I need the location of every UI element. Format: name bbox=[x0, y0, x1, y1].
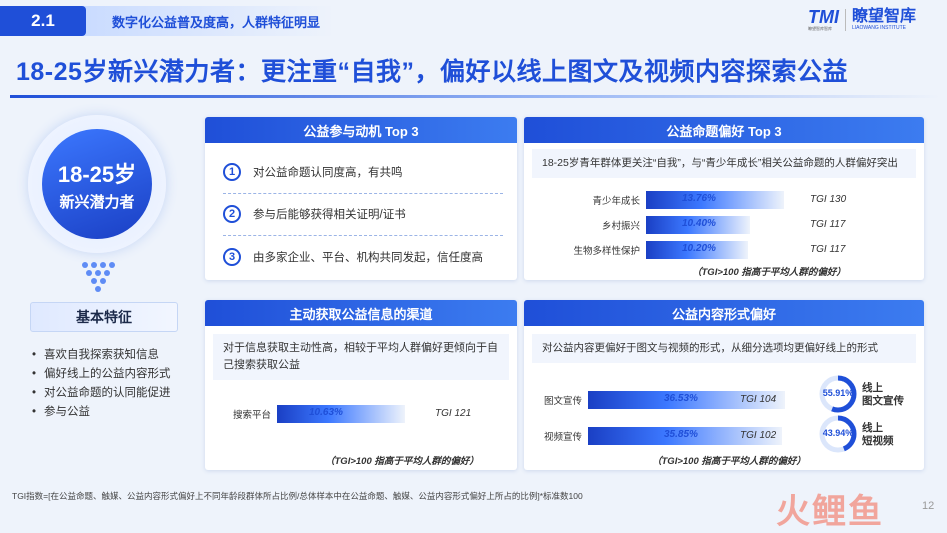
bar-row: 视频宣传 35.85% bbox=[532, 427, 782, 445]
donut-label-2: 图文宣传 bbox=[862, 395, 904, 407]
bar: 10.20% bbox=[646, 241, 748, 259]
donut-label: 线上 图文宣传 bbox=[862, 382, 904, 408]
logo-divider bbox=[845, 9, 846, 31]
title-underline bbox=[10, 95, 940, 98]
footnote: TGI指数=[在公益命题、触媒、公益内容形式偏好上不同年龄段群体所占比例/总体样… bbox=[12, 491, 583, 501]
bar-value: 36.53% bbox=[664, 393, 698, 404]
bar-value: 10.40% bbox=[682, 218, 716, 229]
donut-label: 线上 短视频 bbox=[862, 422, 894, 448]
divider bbox=[223, 193, 503, 194]
persona-label: 新兴潜力者 bbox=[59, 193, 135, 211]
topic-pref-panel: 公益命题偏好 Top 3 18-25岁青年群体更关注“自我”，与“青少年成长”相… bbox=[524, 117, 924, 280]
number-icon: 2 bbox=[223, 205, 241, 223]
bar-value: 10.20% bbox=[682, 243, 716, 254]
tgi-value: TGI 117 bbox=[810, 244, 846, 255]
donut-value: 55.91% bbox=[822, 388, 854, 398]
channel-title: 主动获取公益信息的渠道 bbox=[205, 300, 517, 326]
page-number: 12 bbox=[922, 500, 935, 512]
bar-value: 35.85% bbox=[664, 429, 698, 440]
list-item: 参与公益 bbox=[30, 403, 190, 422]
motive-item-2: 2 参与后能够获得相关证明/证书 bbox=[223, 205, 406, 223]
tgi-note: （TGI>100 指高于平均人群的偏好） bbox=[652, 456, 806, 467]
motives-title: 公益参与动机 Top 3 bbox=[205, 117, 517, 143]
tgi-value: TGI 117 bbox=[810, 219, 846, 230]
logo-mark: TMI bbox=[808, 7, 839, 27]
section-title: 数字化公益普及度高，人群特征明显 bbox=[112, 14, 321, 30]
tgi-value: TGI 121 bbox=[435, 408, 472, 419]
bar: 10.40% bbox=[646, 216, 750, 234]
basic-features-title: 基本特征 bbox=[30, 302, 178, 332]
bar-label: 青少年成长 bbox=[592, 196, 640, 207]
tgi-note: （TGI>100 指高于平均人群的偏好） bbox=[325, 456, 479, 467]
watermark-logo: 火鲤鱼 bbox=[776, 493, 884, 531]
dots-decoration bbox=[80, 262, 116, 294]
motive-item-1: 1 对公益命题认同度高，有共鸣 bbox=[223, 163, 403, 181]
topic-pref-note: 18-25岁青年群体更关注“自我”，与“青少年成长”相关公益命题的人群偏好突出 bbox=[532, 149, 916, 178]
persona-circle: 18-25岁 新兴潜力者 bbox=[42, 129, 152, 239]
number-icon: 3 bbox=[223, 248, 241, 266]
donut-label-2: 短视频 bbox=[862, 435, 894, 447]
bar-row: 图文宣传 36.53% bbox=[532, 391, 786, 409]
logo-name: 瞭望智库 bbox=[852, 8, 917, 25]
bar-row: 乡村振兴 10.40% bbox=[544, 216, 750, 234]
motive-text: 对公益命题认同度高，有共鸣 bbox=[253, 167, 403, 179]
motive-text: 参与后能够获得相关证明/证书 bbox=[253, 209, 406, 221]
list-item: 对公益命题的认同能促进 bbox=[30, 384, 190, 403]
bar: 35.85% bbox=[588, 427, 782, 445]
bar-label: 搜索平台 bbox=[232, 410, 271, 421]
content-form-note: 对公益内容更偏好于图文与视频的形式，从细分选项均更偏好线上的形式 bbox=[532, 334, 916, 363]
logo-sub: 瞭望智库智库 bbox=[808, 26, 832, 31]
section-title-bar: 数字化公益普及度高，人群特征明显 bbox=[80, 6, 335, 36]
donut-chart: 43.94% bbox=[818, 414, 858, 454]
motive-item-3: 3 由多家企业、平台、机构共同发起，信任度高 bbox=[223, 248, 483, 266]
donut-chart: 55.91% bbox=[818, 374, 858, 414]
bar-label: 图文宣传 bbox=[543, 396, 582, 407]
list-item: 喜欢自我探索获知信息 bbox=[30, 346, 190, 365]
tgi-value: TGI 104 bbox=[740, 394, 777, 405]
tgi-note: （TGI>100 指高于平均人群的偏好） bbox=[692, 267, 846, 278]
donut-label-1: 线上 bbox=[862, 382, 883, 394]
page-title: 18-25岁新兴潜力者：更注重“自我”，偏好以线上图文及视频内容探索公益 bbox=[16, 58, 848, 86]
motives-panel: 公益参与动机 Top 3 1 对公益命题认同度高，有共鸣 2 参与后能够获得相关… bbox=[205, 117, 517, 280]
bar-label: 乡村振兴 bbox=[601, 221, 640, 232]
bar-row: 搜索平台 10.63% bbox=[213, 405, 405, 423]
donut-value: 43.94% bbox=[822, 428, 854, 438]
basic-features-list: 喜欢自我探索获知信息 偏好线上的公益内容形式 对公益命题的认同能促进 参与公益 bbox=[30, 346, 190, 422]
tgi-value: TGI 102 bbox=[740, 430, 777, 441]
bar: 36.53% bbox=[588, 391, 786, 409]
persona-age: 18-25岁 bbox=[57, 161, 137, 187]
content-form-title: 公益内容形式偏好 bbox=[524, 300, 924, 326]
bar: 10.63% bbox=[277, 405, 405, 423]
motive-text: 由多家企业、平台、机构共同发起，信任度高 bbox=[253, 252, 483, 264]
content-form-panel: 公益内容形式偏好 对公益内容更偏好于图文与视频的形式，从细分选项均更偏好线上的形… bbox=[524, 300, 924, 470]
bar: 13.76% bbox=[646, 191, 784, 209]
logo: TMI 瞭望智库智库 瞭望智库 LIAOWANG INSTITUTE bbox=[808, 8, 916, 32]
channel-panel: 主动获取公益信息的渠道 对于信息获取主动性高，相较于平均人群偏好更倾向于自己搜索… bbox=[205, 300, 517, 470]
bar-label: 视频宣传 bbox=[543, 432, 582, 443]
number-icon: 1 bbox=[223, 163, 241, 181]
list-item: 偏好线上的公益内容形式 bbox=[30, 365, 190, 384]
bar-label: 生物多样性保护 bbox=[573, 246, 640, 257]
topic-pref-title: 公益命题偏好 Top 3 bbox=[524, 117, 924, 143]
logo-en: LIAOWANG INSTITUTE bbox=[852, 25, 906, 31]
bar-value: 13.76% bbox=[682, 193, 716, 204]
channel-note: 对于信息获取主动性高，相较于平均人群偏好更倾向于自己搜索获取公益 bbox=[213, 334, 509, 380]
tgi-value: TGI 130 bbox=[810, 194, 847, 205]
bar-row: 青少年成长 13.76% bbox=[544, 191, 784, 209]
bar-row: 生物多样性保护 10.20% bbox=[544, 241, 748, 259]
section-number-badge: 2.1 bbox=[0, 6, 86, 36]
donut-label-1: 线上 bbox=[862, 422, 883, 434]
bar-value: 10.63% bbox=[309, 407, 343, 418]
divider bbox=[223, 235, 503, 236]
